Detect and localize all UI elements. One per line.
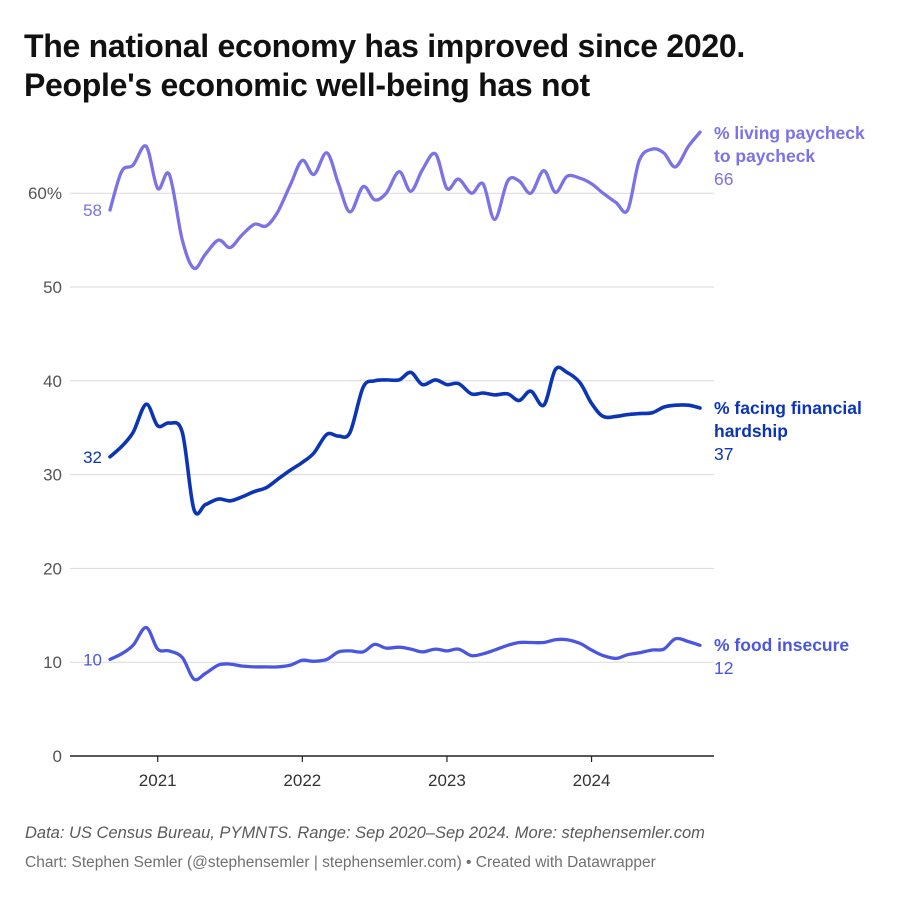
series-end-label-paycheck: 66 <box>714 169 733 189</box>
chart-credit: Chart: Stephen Semler (@stephensemler | … <box>25 854 656 871</box>
series-end-label-hardship: 37 <box>714 444 733 464</box>
series-layer <box>108 130 702 682</box>
line-chart: 60% 50 40 30 20 10 0 2021 2022 2023 2024 58 % livi… <box>28 123 865 790</box>
series-name-label-food: % food insecure <box>714 635 849 655</box>
series-line-hardship <box>108 365 702 516</box>
series-name-label-paycheck: % living paycheck <box>714 123 865 143</box>
title-line-1: The national economy has improved since … <box>24 28 745 64</box>
data-source-note: Data: US Census Bureau, PYMNTS. Range: S… <box>25 824 705 842</box>
y-tick-label: 60% <box>28 184 62 203</box>
y-tick-label: 40 <box>43 372 62 391</box>
y-tick-label: 50 <box>43 278 62 297</box>
series-start-label-paycheck: 58 <box>83 201 102 220</box>
series-line-food <box>108 625 702 682</box>
y-tick-label: 10 <box>43 653 62 672</box>
x-tick-label: 2023 <box>428 771 466 790</box>
series-labels: 58 % living paycheck to paycheck 66 32 % faci… <box>83 123 865 678</box>
series-start-label-hardship: 32 <box>83 448 102 467</box>
series-start-label-food: 10 <box>83 650 102 669</box>
x-tick-label: 2022 <box>283 771 321 790</box>
title-line-2: People's economic well-being has not <box>24 67 590 103</box>
series-name-label-hardship: hardship <box>714 421 788 441</box>
grid-layer <box>70 192 714 757</box>
x-axis-ticks: 2021 2022 2023 2024 <box>139 756 611 790</box>
series-end-label-food: 12 <box>714 658 733 678</box>
y-tick-label: 0 <box>53 747 62 766</box>
chart-title: The national economy has improved since … <box>24 27 884 105</box>
y-tick-label: 20 <box>43 559 62 578</box>
x-tick-label: 2024 <box>573 771 611 790</box>
series-line-paycheck <box>108 130 702 271</box>
y-axis-ticks: 60% 50 40 30 20 10 0 <box>28 184 62 766</box>
series-name-label-hardship: % facing financial <box>714 398 862 418</box>
y-tick-label: 30 <box>43 466 62 485</box>
x-tick-label: 2021 <box>139 771 177 790</box>
series-name-label-paycheck: to paycheck <box>714 146 815 166</box>
